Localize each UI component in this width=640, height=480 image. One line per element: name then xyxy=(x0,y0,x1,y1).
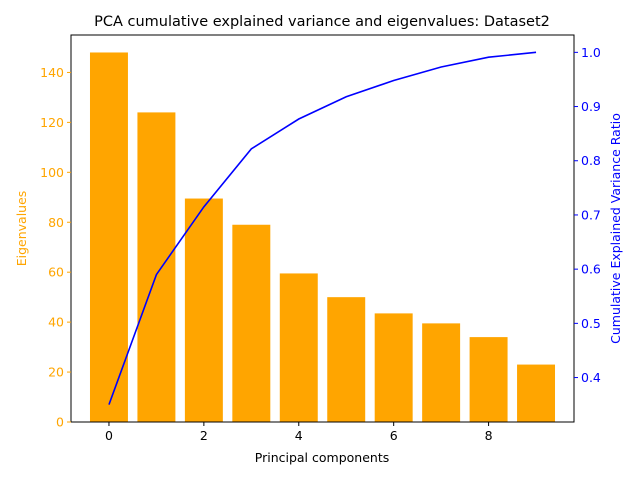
left-tick-label: 140 xyxy=(40,65,64,80)
right-tick-label: 0.7 xyxy=(581,207,601,222)
left-tick-label: 120 xyxy=(40,115,64,130)
eigenvalue-bar xyxy=(422,323,461,422)
eigenvalue-bar xyxy=(279,273,318,422)
right-tick-label: 0.4 xyxy=(581,370,601,385)
right-axis-ticks: 0.4 0.5 0.6 0.7 0.8 0.9 1.0 xyxy=(574,45,601,385)
eigenvalue-bar xyxy=(374,313,413,422)
left-axis-label: Eigenvalues xyxy=(14,191,29,267)
cumulative-variance-line xyxy=(108,51,537,405)
x-axis-label: Principal components xyxy=(255,450,389,465)
left-tick-label: 100 xyxy=(40,165,64,180)
left-tick-label: 40 xyxy=(48,315,64,330)
eigenvalue-bar xyxy=(137,112,176,423)
right-axis-label: Cumulative Explained Variance Ratio xyxy=(608,113,623,344)
eigenvalue-bar xyxy=(327,297,366,422)
eigenvalue-bar xyxy=(517,364,556,422)
right-tick-label: 0.5 xyxy=(581,316,601,331)
left-tick-label: 60 xyxy=(48,265,64,280)
left-tick-label: 20 xyxy=(48,365,64,380)
eigenvalue-bar xyxy=(469,337,508,422)
left-tick-label: 0 xyxy=(56,415,64,430)
x-tick-label: 4 xyxy=(295,428,303,443)
left-tick-label: 80 xyxy=(48,215,64,230)
eigenvalue-bar xyxy=(89,52,128,423)
right-tick-label: 0.9 xyxy=(581,99,601,114)
eigenvalue-bar xyxy=(232,224,271,422)
left-axis-ticks: 0 20 40 60 80 100 120 140 xyxy=(40,65,71,430)
line-layer xyxy=(108,51,537,405)
x-axis-ticks: 0 2 4 6 8 xyxy=(105,422,493,443)
right-tick-label: 0.8 xyxy=(581,153,601,168)
right-tick-label: 1.0 xyxy=(581,45,601,60)
eigenvalue-bar xyxy=(184,198,223,422)
chart-title: PCA cumulative explained variance and ei… xyxy=(94,14,550,30)
x-tick-label: 8 xyxy=(485,428,493,443)
bars-layer xyxy=(89,52,556,423)
plot-frame xyxy=(70,34,575,423)
x-tick-label: 0 xyxy=(105,428,113,443)
x-tick-label: 2 xyxy=(200,428,208,443)
right-tick-label: 0.6 xyxy=(581,262,601,277)
x-tick-label: 6 xyxy=(390,428,398,443)
